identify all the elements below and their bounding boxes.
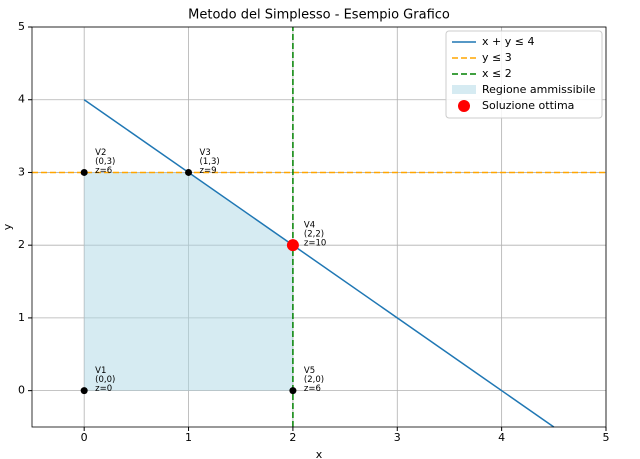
y-tick-label: 0: [18, 384, 25, 397]
vertex: [80, 387, 88, 395]
vertex-label: V3: [200, 148, 211, 158]
plot-frame: [31, 26, 607, 428]
vertex-coords: (1,3): [200, 157, 220, 167]
legend-label: y ≤ 3: [482, 51, 512, 64]
y-tick-label: 4: [18, 93, 25, 106]
x-tick-label: 0: [81, 431, 88, 444]
vertex-coords: (2,0): [304, 375, 324, 385]
optimum-point: [286, 239, 299, 252]
vertex-label: V4: [304, 221, 315, 231]
legend-label: Soluzione ottima: [482, 99, 574, 112]
chart-title: Metodo del Simplesso - Esempio Grafico: [188, 8, 450, 23]
vertex-z: z=9: [200, 166, 217, 176]
vertex-z: z=6: [304, 384, 321, 394]
x-tick-label: 2: [289, 431, 296, 444]
y-axis-label: y: [1, 223, 14, 230]
legend-swatch: [458, 100, 470, 112]
legend-label: x + y ≤ 4: [482, 35, 534, 48]
x-axis-label: x: [316, 448, 323, 459]
y-tick-label: 1: [18, 311, 25, 324]
vertex: [80, 168, 88, 176]
vertex: [185, 168, 193, 176]
vertex-label: V2: [95, 148, 106, 158]
x-tick-label: 5: [603, 431, 610, 444]
vertex-z: z=0: [95, 384, 112, 394]
y-tick-label: 2: [18, 238, 25, 251]
vertex: [289, 387, 297, 395]
vertex-label: V1: [95, 366, 106, 376]
legend-box: [445, 30, 603, 119]
x-tick-label: 3: [394, 431, 401, 444]
vertex-coords: (2,2): [304, 230, 324, 240]
vertex-coords: (0,3): [95, 157, 115, 167]
vertex-z: z=6: [95, 166, 112, 176]
x-tick-label: 1: [185, 431, 192, 444]
vertex-label: V5: [304, 366, 315, 376]
x-tick-label: 4: [498, 431, 505, 444]
feasible-region: [84, 172, 293, 391]
y-tick-label: 5: [18, 20, 25, 33]
vertex-z: z=10: [304, 239, 326, 249]
legend-label: Regione ammissibile: [482, 83, 596, 96]
vertex-coords: (0,0): [95, 375, 115, 385]
legend-swatch: [452, 85, 476, 94]
legend-label: x ≤ 2: [482, 67, 512, 80]
y-tick-label: 3: [18, 165, 25, 178]
constraint-line: [83, 99, 555, 428]
